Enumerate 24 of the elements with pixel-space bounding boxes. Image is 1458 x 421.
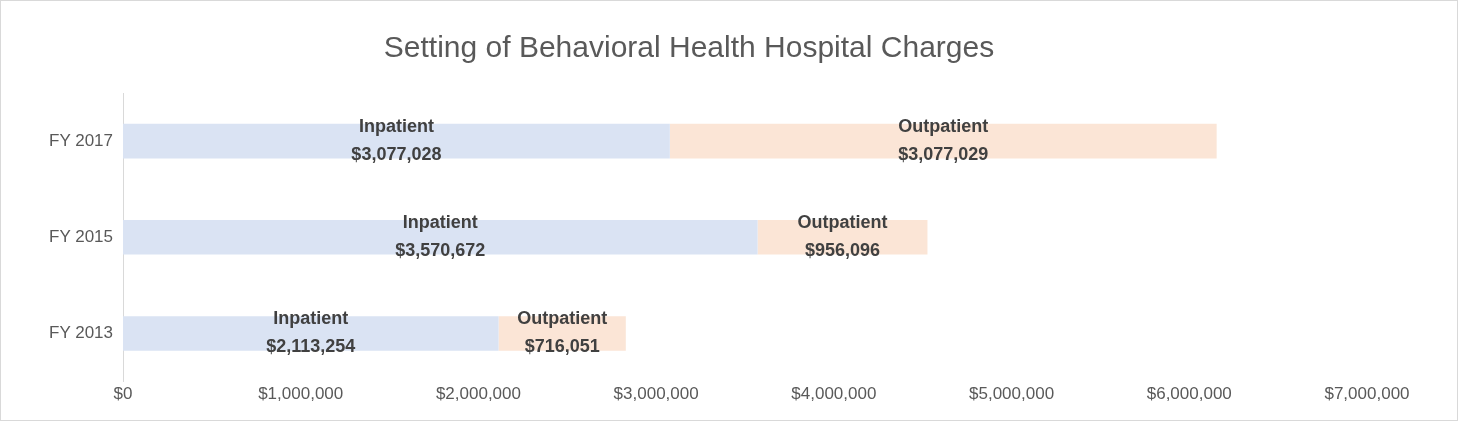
x-tick-label: $3,000,000 — [613, 384, 699, 404]
text: Outpatient — [517, 308, 608, 329]
text: Outpatient — [797, 212, 888, 233]
x-tick-label: $1,000,000 — [258, 384, 344, 404]
x-tick-label: $4,000,000 — [791, 384, 877, 404]
data-label: $956,096 — [804, 240, 881, 261]
data-label: $3,570,672 — [395, 240, 486, 261]
series-label: Outpatient — [898, 116, 989, 137]
data-label: $3,077,028 — [351, 144, 442, 165]
x-tick-label: $5,000,000 — [969, 384, 1055, 404]
series-label: Inpatient — [358, 116, 434, 137]
y-tick-label: FY 2015 — [49, 226, 113, 246]
data-label: $716,051 — [524, 336, 600, 357]
data-label: $3,077,029 — [898, 144, 989, 165]
x-tick-label: $2,000,000 — [435, 384, 521, 404]
y-tick-label: FY 2013 — [49, 323, 113, 343]
x-tick-label: $6,000,000 — [1146, 384, 1232, 404]
x-tick-label: $0 — [113, 384, 133, 404]
text: Inpatient — [402, 212, 478, 233]
y-tick-label: FY 2017 — [49, 130, 113, 150]
text: Inpatient — [273, 308, 349, 329]
x-tick-label: $7,000,000 — [1324, 384, 1410, 404]
chart-title: Setting of Behavioral Health Hospital Charges — [383, 30, 995, 64]
data-label: $2,113,254 — [266, 336, 356, 357]
